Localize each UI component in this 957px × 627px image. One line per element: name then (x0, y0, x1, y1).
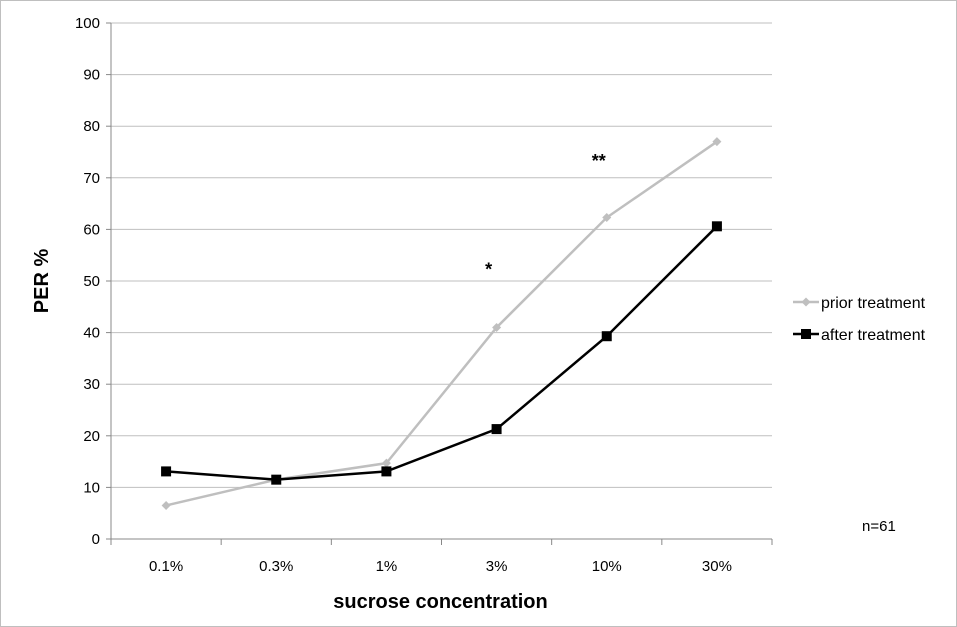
y-tick-label: 70 (83, 170, 100, 187)
y-tick-labels: 0 10 20 30 40 50 60 70 80 90 100 (75, 15, 100, 548)
data-point-diamond (381, 458, 391, 468)
x-tick-label: 1% (376, 558, 398, 575)
y-tick-label: 30 (83, 376, 100, 393)
x-tick-label: 3% (486, 558, 508, 575)
data-point-square (601, 331, 612, 342)
sample-size-note: n=61 (862, 518, 896, 535)
series-layer (161, 137, 722, 510)
x-tick-label: 0.1% (149, 558, 183, 575)
x-axis-title: sucrose concentration (333, 591, 548, 613)
data-point-square (161, 466, 172, 477)
series-line (165, 140, 718, 507)
y-tick-label: 50 (83, 273, 100, 290)
legend-label: after treatment (821, 327, 926, 344)
x-tick-label: 0.3% (259, 558, 293, 575)
data-point-square (491, 424, 502, 435)
gridlines (111, 22, 772, 488)
axes (106, 22, 773, 545)
data-point-square (711, 221, 722, 232)
y-tick-label: 10 (83, 479, 100, 496)
x-tick-label: 10% (592, 558, 622, 575)
data-point-diamond (712, 137, 722, 147)
legend-label: prior treatment (821, 295, 926, 312)
y-tick-label: 60 (83, 221, 100, 238)
data-point-diamond (492, 322, 502, 332)
data-point-diamond (161, 500, 171, 510)
x-tick-labels: 0.1% 0.3% 1% 3% 10% 30% (149, 558, 732, 575)
y-tick-label: 100 (75, 15, 100, 32)
data-point-diamond (602, 213, 612, 223)
y-tick-label: 80 (83, 118, 100, 135)
data-point-square (801, 329, 811, 339)
significance-marker: * (485, 260, 492, 280)
y-tick-label: 40 (83, 325, 100, 342)
x-tick-label: 30% (702, 558, 732, 575)
y-tick-label: 90 (83, 67, 100, 84)
series-prior-treatment (161, 137, 722, 510)
annotations: *** (485, 151, 606, 279)
series-line (165, 225, 718, 481)
y-tick-label: 20 (83, 428, 100, 445)
significance-marker: ** (592, 151, 606, 171)
y-axis-title: PER % (31, 249, 53, 314)
y-tick-label: 0 (92, 531, 100, 548)
series-after-treatment (161, 221, 722, 485)
data-point-square (271, 474, 282, 485)
legend: prior treatment after treatment (793, 295, 926, 344)
data-point-diamond (801, 297, 811, 307)
data-point-square (381, 466, 392, 477)
